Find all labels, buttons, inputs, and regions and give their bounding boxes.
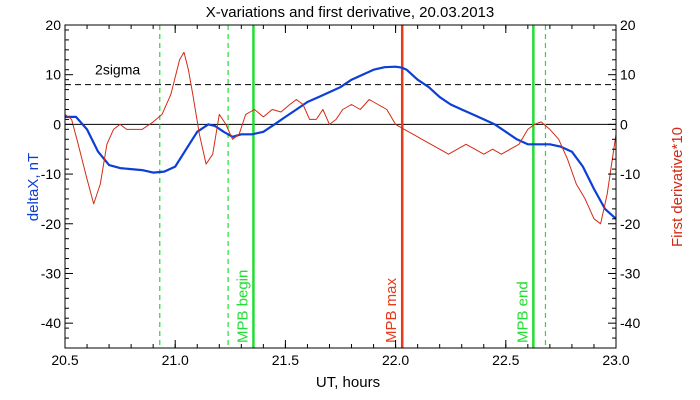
plot-frame xyxy=(64,24,617,349)
y-tick-label-left-5: -30 xyxy=(41,265,61,281)
x-tick-label-4: 22.5 xyxy=(492,352,519,368)
x-tick-label-2: 21.5 xyxy=(272,352,299,368)
y-tick-label-right-4: -20 xyxy=(620,216,640,232)
chart-title: X-variations and first derivative, 20.03… xyxy=(206,4,495,21)
y-axis-label-left: deltaX, nT xyxy=(25,153,42,221)
y-tick-label-right-3: -10 xyxy=(620,166,640,182)
marker-label-3: MPB max xyxy=(383,278,400,344)
y-tick-label-left-2: 0 xyxy=(53,116,61,132)
x-tick-label-3: 22.0 xyxy=(382,352,409,368)
y-tick-label-left-3: -10 xyxy=(41,166,61,182)
plot-area: 2sigma MPB begin MPB max MPB end 20.5 21.0 21.… xyxy=(41,17,641,368)
y-tick-label-right-0: 20 xyxy=(620,17,636,33)
y-tick-label-left-1: 10 xyxy=(45,67,61,83)
y-tick-label-left-4: -20 xyxy=(41,216,61,232)
y-tick-label-right-6: -40 xyxy=(620,315,640,331)
y-tick-label-left-0: 20 xyxy=(45,17,61,33)
y-tick-label-right-5: -30 xyxy=(620,265,640,281)
x-tick-label-5: 23.0 xyxy=(602,352,629,368)
marker-label-2: MPB begin xyxy=(234,270,251,343)
x-tick-label-1: 21.0 xyxy=(162,352,189,368)
x-tick-label-0: 20.5 xyxy=(51,352,78,368)
series-line-1 xyxy=(64,51,617,225)
y-axis-label-right: First derivative*10 xyxy=(669,127,686,247)
y-tick-label-right-2: 0 xyxy=(620,116,628,132)
y-tick-label-right-1: 10 xyxy=(620,67,636,83)
marker-label-4: MPB end xyxy=(514,281,531,343)
y-tick-label-left-6: -40 xyxy=(41,315,61,331)
x-axis-label: UT, hours xyxy=(316,374,380,391)
sigma-label: 2sigma xyxy=(95,62,140,78)
